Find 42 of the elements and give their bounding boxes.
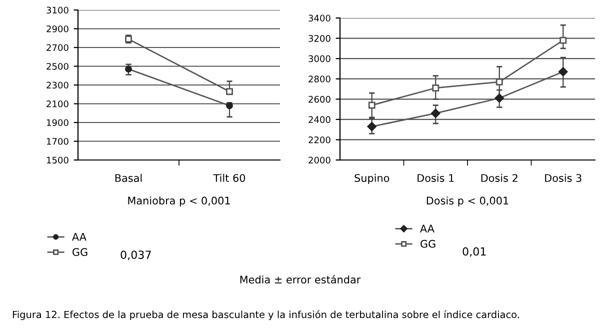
x-tick-label: Tilt 60 — [213, 174, 246, 182]
y-tick-label: 2900 — [46, 25, 68, 32]
point — [368, 102, 376, 109]
x-tick-label: Dosis 2 — [481, 174, 518, 182]
text: Media ± error estándar — [240, 275, 361, 284]
x-tick-label: Dosis 3 — [545, 174, 582, 182]
legend-label: AA — [420, 224, 434, 232]
y-tick-label: 2300 — [46, 82, 68, 89]
legend-label: GG — [72, 248, 88, 256]
x-axis-title: Dosis p < 0,001 — [426, 196, 508, 207]
y-tick-label: 2200 — [308, 136, 330, 144]
point — [367, 122, 376, 132]
x-tick-label: Basal — [115, 174, 142, 182]
y-tick-label: 1700 — [46, 138, 68, 145]
point — [496, 78, 503, 86]
y-tick-label: 2700 — [46, 44, 68, 52]
y-tick-label: 3000 — [308, 55, 330, 62]
y-tick-label: 2400 — [308, 116, 330, 123]
y-tick-label: 1500 — [46, 156, 68, 164]
point — [431, 108, 440, 118]
point — [560, 36, 567, 44]
legend-label: AA — [72, 232, 86, 241]
y-tick-label: 3400 — [308, 14, 330, 22]
x-tick-label: Dosis 1 — [418, 174, 454, 182]
x-tick-label: Supino — [354, 174, 390, 184]
x-axis-title: Maniobra p < 0,001 — [128, 196, 230, 207]
text: Figura 12. Efectos de la prueba de mesa basculante y la infusión de terbutalina sobre el índice cardiaco. — [12, 310, 519, 320]
y-tick-label: 3200 — [308, 35, 330, 42]
y-tick-label: 1900 — [46, 119, 68, 126]
text: 0,037 — [120, 250, 151, 260]
y-tick-label: 2000 — [308, 156, 330, 164]
y-tick-label: 3100 — [46, 6, 68, 14]
text: 0,01 — [462, 247, 486, 257]
y-tick-label: 2800 — [308, 76, 330, 82]
y-tick-label: 2500 — [46, 62, 68, 70]
point — [432, 84, 440, 92]
point — [558, 67, 568, 76]
y-tick-label: 2600 — [308, 96, 330, 103]
legend-label: GG — [420, 240, 436, 248]
point — [494, 94, 504, 103]
point — [125, 66, 132, 73]
y-tick-label: 2100 — [46, 100, 68, 108]
